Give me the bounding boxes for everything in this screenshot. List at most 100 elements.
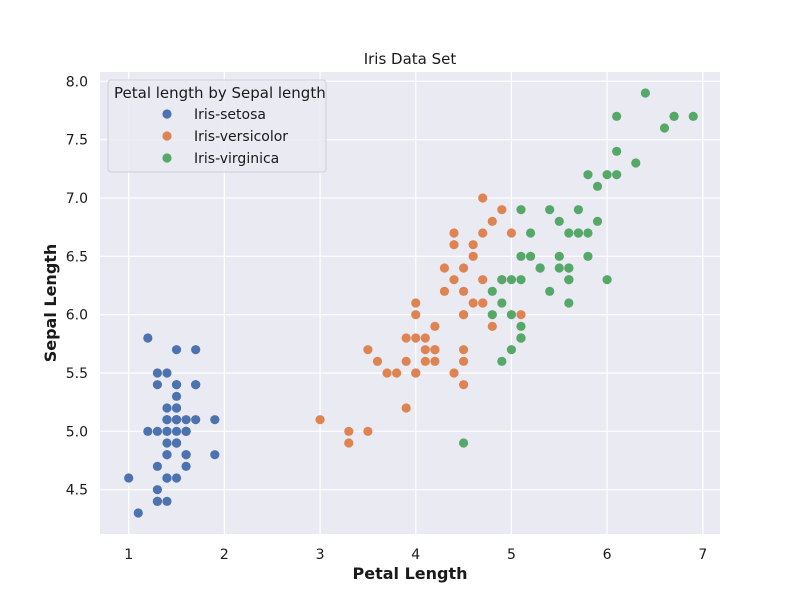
- legend-marker: [162, 131, 172, 141]
- data-point: [171, 391, 182, 401]
- data-point: [497, 356, 507, 366]
- data-point: [688, 111, 698, 121]
- x-tick-label: 3: [316, 547, 325, 563]
- data-point: [124, 473, 134, 483]
- data-point: [449, 275, 459, 285]
- data-point: [143, 333, 153, 343]
- data-point: [487, 310, 497, 320]
- data-point: [439, 263, 450, 273]
- data-point: [554, 263, 564, 273]
- data-point: [152, 461, 163, 471]
- data-point: [181, 415, 191, 425]
- data-point: [487, 216, 497, 226]
- data-point: [363, 345, 373, 355]
- data-point: [162, 368, 172, 378]
- data-point: [506, 275, 517, 285]
- data-point: [516, 333, 526, 343]
- data-point: [315, 415, 325, 425]
- data-point: [535, 263, 545, 273]
- series-iris-versicolor: [315, 193, 526, 448]
- data-point: [363, 426, 373, 436]
- data-point: [458, 380, 469, 390]
- data-point: [420, 345, 430, 355]
- y-tick-label: 6.5: [66, 249, 88, 265]
- data-point: [659, 123, 670, 133]
- data-point: [458, 263, 469, 273]
- y-tick-label: 5.0: [66, 424, 88, 440]
- data-point: [171, 380, 182, 390]
- data-point: [564, 298, 574, 308]
- data-point: [506, 228, 517, 238]
- data-point: [344, 438, 354, 448]
- data-point: [152, 426, 163, 436]
- chart-title: Iris Data Set: [364, 50, 457, 68]
- data-point: [545, 286, 555, 296]
- data-point: [478, 298, 488, 308]
- data-point: [468, 240, 478, 250]
- data-point: [554, 251, 564, 261]
- data-point: [583, 251, 593, 261]
- data-point: [458, 356, 469, 366]
- data-point: [439, 286, 450, 296]
- data-point: [669, 111, 679, 121]
- data-point: [497, 205, 507, 215]
- data-point: [516, 251, 526, 261]
- data-point: [162, 496, 172, 506]
- data-point: [152, 368, 163, 378]
- data-point: [171, 415, 182, 425]
- legend-box: [107, 79, 327, 173]
- y-tick-label: 7.5: [66, 133, 88, 149]
- data-point: [602, 275, 612, 285]
- data-point: [191, 415, 201, 425]
- x-axis-ticks: 1 2 3 4 5 6 7: [124, 547, 707, 563]
- data-point: [468, 251, 478, 261]
- data-point: [583, 228, 593, 238]
- data-point: [171, 345, 182, 355]
- y-tick-label: 8.0: [66, 74, 88, 90]
- data-point: [162, 403, 172, 413]
- data-point: [191, 380, 201, 390]
- data-point: [382, 368, 392, 378]
- data-point: [487, 286, 497, 296]
- data-point: [411, 368, 421, 378]
- data-point: [171, 426, 182, 436]
- data-point: [133, 508, 143, 518]
- data-point: [152, 496, 163, 506]
- data-point: [171, 438, 182, 448]
- data-point: [554, 216, 564, 226]
- legend-marker: [162, 153, 172, 163]
- data-point: [497, 298, 507, 308]
- x-tick-label: 2: [220, 547, 229, 563]
- y-tick-label: 4.5: [66, 483, 88, 499]
- data-point: [449, 228, 459, 238]
- data-point: [162, 450, 172, 460]
- data-point: [573, 205, 583, 215]
- legend-marker: [162, 109, 172, 119]
- data-point: [411, 298, 421, 308]
- y-tick-label: 5.5: [66, 366, 88, 382]
- y-axis-label: Sepal Length: [41, 244, 60, 363]
- data-point: [516, 205, 526, 215]
- data-point: [506, 345, 517, 355]
- data-point: [545, 205, 555, 215]
- legend-label: Iris-versicolor: [194, 129, 288, 145]
- data-point: [210, 415, 220, 425]
- data-point: [612, 146, 622, 156]
- data-point: [401, 333, 411, 343]
- data-point: [458, 286, 469, 296]
- data-point: [430, 356, 440, 366]
- data-point: [449, 368, 459, 378]
- data-point: [573, 228, 583, 238]
- data-point: [564, 275, 574, 285]
- data-point: [152, 380, 163, 390]
- data-point: [171, 403, 182, 413]
- data-point: [516, 321, 526, 331]
- data-point: [612, 111, 622, 121]
- data-point: [478, 193, 488, 203]
- data-point: [583, 170, 593, 180]
- data-point: [162, 438, 172, 448]
- y-tick-label: 7.0: [66, 191, 88, 207]
- data-point: [506, 310, 517, 320]
- data-point: [162, 415, 172, 425]
- data-point: [411, 333, 421, 343]
